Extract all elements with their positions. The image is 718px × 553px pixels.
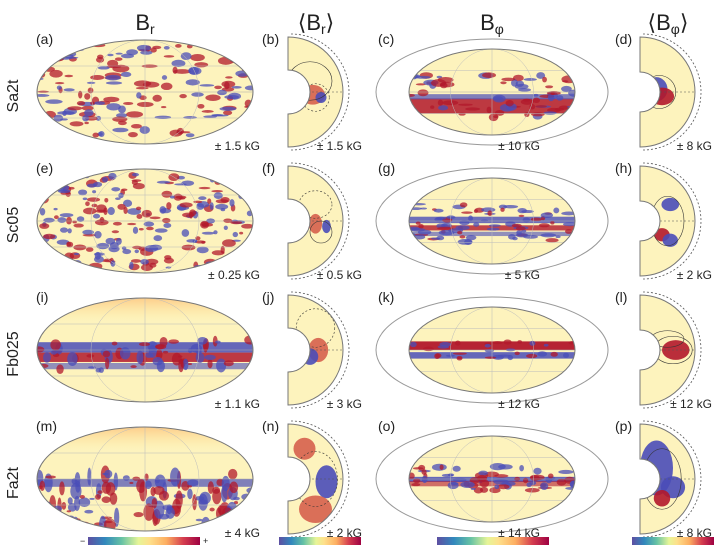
scale-label: ± 1.5 kG [215,139,260,153]
panel-letter: (e) [36,160,53,176]
panel-letter: (m) [36,418,57,434]
scale-label: ± 8 kG [677,526,712,540]
row-label: Fa2t [5,466,22,499]
panel-letter: (g) [378,160,395,176]
scale-label: ± 1.1 kG [215,397,260,411]
panel-letter: (o) [378,418,395,434]
panel-letter: (k) [378,289,394,305]
mean-bphi-slice [639,291,702,409]
panel-letter: (n) [262,418,279,434]
colorbar-br [88,537,200,545]
colorbar-plus: + [203,536,208,546]
panel-letter: (h) [615,160,632,176]
column-header-mean-bphi: ⟨Bφ⟩ [648,10,689,37]
column-header-mean-br: ⟨Br⟩ [298,10,335,37]
panel-letter: (i) [36,289,48,305]
bphi-map [375,38,609,146]
panel-row: Fa2t (m) (n) (o) (p) ± 4 kG ± 2 kG ± 14 kG ± 8 k… [5,418,712,540]
panel-letter: (b) [262,31,279,47]
colorbar-mean-bphi [632,537,714,545]
br-map [36,39,254,145]
mean-br-slice [287,162,350,280]
colorbar-bphi [437,537,549,545]
panel-row: Sa2t (a) (b) (c) (d) ± 1.5 kG ± 1.5 kG ± 10 kG ±… [5,31,712,153]
panel-letter: (d) [615,31,632,47]
scale-label: ± 5 kG [505,268,540,282]
scale-label: ± 12 kG [670,397,712,411]
colorbar-mean-br [279,537,361,545]
panel-row: Fb025 (i) (j) (k) (l) ± 1.1 kG ± 3 kG ± 12 kG ± … [5,289,712,411]
panel-letter: (a) [36,31,53,47]
panel-letter: (l) [615,289,627,305]
scale-label: ± 8 kG [677,139,712,153]
br-map [36,426,254,532]
scale-label: ± 10 kG [498,139,540,153]
panel-letter: (p) [615,418,632,434]
scale-label: ± 3 kG [327,397,362,411]
scale-label: ± 2 kG [677,268,712,282]
bphi-map [375,167,609,275]
scale-label: ± 1.5 kG [317,139,362,153]
mean-bphi-slice [639,420,702,538]
mean-bphi-slice [639,162,702,280]
mean-br-slice [287,291,350,409]
bphi-map [375,425,609,533]
colorbar-minus: − [80,536,85,546]
scale-label: ± 0.5 kG [317,268,362,282]
panel-letter: (j) [262,289,274,305]
mean-bphi-slice [639,33,702,151]
mean-br-slice [287,33,350,151]
scale-label: ± 12 kG [498,397,540,411]
scale-label: ± 14 kG [498,526,540,540]
row-label: Fb025 [5,331,22,376]
scale-label: ± 2 kG [327,526,362,540]
panel-letter: (c) [378,31,394,47]
scale-label: ± 0.25 kG [208,268,260,282]
panel-row: Sc05 (e) (f) (g) (h) ± 0.25 kG ± 0.5 kG ± 5 kG ±… [5,160,712,282]
mean-br-slice [287,420,350,538]
scale-label: ± 4 kG [225,526,260,540]
column-header-br: Br [135,10,155,37]
column-header-bphi: Bφ [480,10,504,37]
bphi-map [375,296,609,404]
row-label: Sc05 [5,207,22,244]
row-label: Sa2t [5,79,22,112]
panel-letter: (f) [262,160,275,176]
br-map [36,168,254,274]
br-map [36,297,254,403]
